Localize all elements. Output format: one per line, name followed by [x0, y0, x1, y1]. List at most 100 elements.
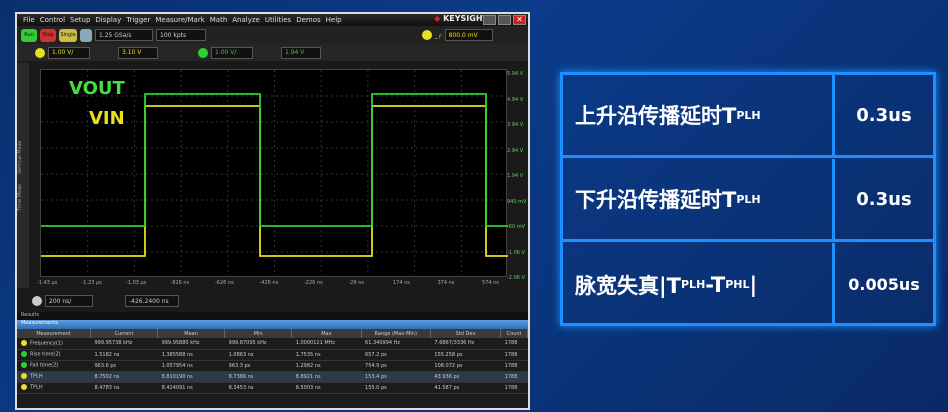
- x-tick-label: -826 ns: [170, 280, 190, 286]
- channel-1-icon[interactable]: [35, 47, 45, 58]
- x-tick-label: -626 ns: [215, 280, 234, 286]
- cell: 1788: [504, 373, 518, 380]
- cell: 1.7535 ns: [295, 351, 321, 358]
- cell: 43.936 ps: [434, 373, 460, 380]
- waveform-svg: [41, 70, 508, 278]
- trigger-level-field[interactable]: 800.0 mV: [444, 29, 493, 41]
- sample-rate-field[interactable]: 1.25 GSa/s: [95, 29, 153, 41]
- ch1-offset-field[interactable]: 3.10 V: [118, 46, 158, 59]
- channel-dot-icon: [21, 373, 27, 380]
- channel-2-icon[interactable]: [198, 47, 208, 58]
- column-header[interactable]: Std Dev: [430, 329, 502, 338]
- menu-control[interactable]: Control: [39, 16, 66, 24]
- cell: 963.6 ps: [94, 362, 117, 369]
- menu-demos[interactable]: Demos: [296, 16, 321, 24]
- ch2-scale-field[interactable]: 1.00 V/: [211, 46, 253, 59]
- summary-row: 脉宽失真|T PLH -T PHL | 0.005us: [563, 243, 933, 326]
- cell: 963.3 ps: [228, 362, 251, 369]
- measurements-tab[interactable]: Measurements: [17, 320, 528, 329]
- maximize-button[interactable]: [498, 15, 511, 25]
- trigger-source-icon[interactable]: [422, 30, 432, 40]
- table-row[interactable]: Frequency(1) 999.95738 kHz 999.95880 kHz 99…: [17, 338, 528, 350]
- column-header[interactable]: Measurement: [17, 329, 91, 338]
- cell: TPLH: [30, 384, 43, 391]
- column-header[interactable]: Count: [500, 329, 528, 338]
- cell: 1788: [504, 362, 518, 369]
- column-header[interactable]: Max: [291, 329, 362, 338]
- tab-time-meas[interactable]: Time Meas: [17, 183, 23, 211]
- table-row[interactable]: Rise time(2) 1.5182 ns 1.385588 ns 1.0863 n…: [17, 349, 528, 361]
- menu-trigger[interactable]: Trigger: [126, 16, 151, 24]
- menu-setup[interactable]: Setup: [70, 16, 91, 24]
- x-tick-label: -426 ns: [259, 280, 279, 286]
- rising-edge-icon: _┌: [435, 31, 442, 39]
- results-title: Results: [17, 312, 528, 320]
- single-button[interactable]: Single: [59, 28, 77, 42]
- channel-dot-icon: [21, 351, 27, 358]
- menu-file[interactable]: File: [23, 16, 35, 24]
- menu-help[interactable]: Help: [325, 16, 342, 24]
- y-tick-label: -2.06 V: [507, 275, 525, 281]
- horizontal-icon[interactable]: [32, 296, 42, 306]
- row-value: 0.3us: [856, 104, 912, 126]
- timebase-scale-field[interactable]: 200 ns/: [45, 295, 93, 307]
- y-tick-label: 1.94 V: [507, 173, 524, 179]
- menu-analyze[interactable]: Analyze: [232, 16, 260, 24]
- y-tick-label: 2.94 V: [507, 147, 524, 154]
- column-header[interactable]: Range (Max-Min): [361, 329, 431, 338]
- tab-vertical-meas[interactable]: Vertical Meas: [17, 140, 23, 174]
- row-label-sub2: PHL: [725, 278, 750, 291]
- timebase-delay-field[interactable]: -426.2400 ns: [125, 295, 179, 307]
- menu-display[interactable]: Display: [95, 16, 122, 24]
- cell: 155.0 ps: [365, 384, 387, 391]
- x-tick-label: 374 ns: [437, 280, 455, 286]
- cell: 1788: [504, 340, 518, 347]
- cell: 61.340994 Hz: [365, 340, 401, 347]
- cell: 1.2982 ns: [295, 362, 321, 369]
- cell: 41.587 ps: [434, 384, 460, 391]
- oscilloscope-window: File Control Setup Display Trigger Measu…: [15, 12, 530, 410]
- stop-button[interactable]: Stop: [40, 28, 56, 42]
- memory-depth-field[interactable]: 100 kpts: [156, 29, 206, 41]
- row-label-sub: PLH: [736, 108, 761, 122]
- minimize-button[interactable]: [483, 15, 496, 25]
- cell: Fall time(2): [30, 362, 59, 369]
- cell: 999.95738 kHz: [94, 340, 133, 347]
- cell: 1788: [504, 384, 518, 391]
- cell: 153.4 ps: [365, 373, 387, 380]
- column-header[interactable]: Min: [224, 329, 293, 338]
- x-tick-label: -1.23 µs: [81, 280, 102, 286]
- cell: 8.810190 ns: [161, 373, 193, 380]
- row-label: 上升沿传播延时T: [575, 104, 737, 128]
- side-tabs: Time Meas Vertical Meas: [17, 63, 29, 288]
- x-tick-label: -26 ns: [348, 280, 365, 286]
- run-button[interactable]: Run: [21, 28, 37, 42]
- waveform-display[interactable]: VOUT VIN: [40, 69, 508, 278]
- table-row[interactable]: TPLH 8.7502 ns 8.810190 ns 8.7386 ns 8.8921 …: [17, 371, 528, 383]
- row-label: 下升沿传播延时T: [575, 188, 737, 212]
- table-row[interactable]: TPLH 8.4783 ns 8.424091 ns 8.3453 ns 8.5003 …: [17, 382, 528, 394]
- table-row[interactable]: Fall time(2) 963.6 ps 1.057954 ns 963.3 ps 1…: [17, 360, 528, 372]
- cell: 8.8921 ns: [295, 373, 321, 380]
- cell: 8.424091 ns: [161, 384, 193, 391]
- cell: 1.5182 ns: [94, 351, 120, 358]
- ch2-offset-field[interactable]: 1.94 V: [281, 46, 321, 59]
- autoscale-icon[interactable]: [80, 28, 92, 42]
- menu-measure[interactable]: Measure/Mark: [155, 16, 205, 24]
- results-panel: Results Measurements Measurement Current M…: [17, 312, 528, 408]
- cell: 8.3453 ns: [228, 384, 254, 391]
- close-button[interactable]: ✕: [513, 15, 526, 25]
- cell: 1.057954 ns: [161, 362, 193, 369]
- menu-math[interactable]: Math: [209, 16, 228, 24]
- ch1-scale-field[interactable]: 1.00 V/: [48, 46, 90, 59]
- column-header[interactable]: Mean: [157, 329, 226, 338]
- cell: 155.258 ps: [434, 351, 463, 358]
- vout-label: VOUT: [69, 78, 125, 99]
- cell: 1.0000121 MHz: [295, 340, 336, 347]
- cell: 1788: [504, 351, 518, 358]
- cell: 657.2 ps: [365, 351, 387, 358]
- column-header[interactable]: Current: [90, 329, 159, 338]
- menu-utilities[interactable]: Utilities: [264, 16, 292, 24]
- row-label: 脉宽失真|T: [575, 273, 681, 298]
- row-label-mid: -T: [705, 272, 726, 297]
